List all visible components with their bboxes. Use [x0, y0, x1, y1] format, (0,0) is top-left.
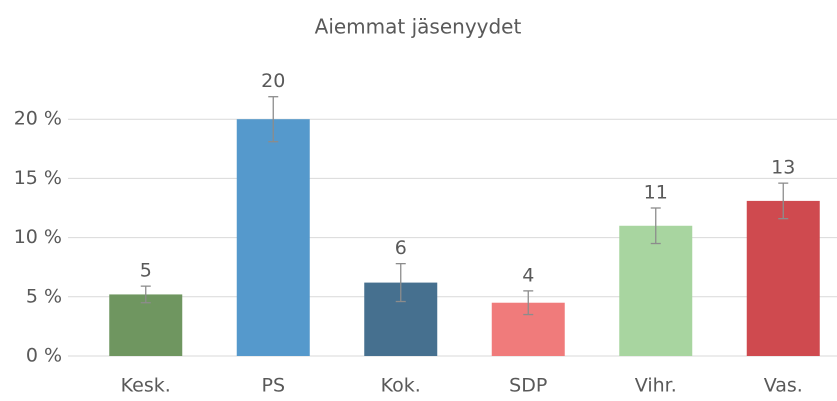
- data-label: 11: [644, 182, 668, 204]
- error-bar: [523, 290, 534, 316]
- bar: [746, 200, 820, 356]
- y-tick-label: 15 %: [14, 167, 62, 189]
- error-bar: [395, 262, 406, 303]
- y-tick-label: 10 %: [14, 226, 62, 248]
- x-tick-label: Kesk.: [121, 375, 171, 397]
- error-bar: [268, 96, 279, 143]
- bar: [236, 119, 310, 356]
- y-tick-label: 0 %: [26, 345, 62, 367]
- x-tick-label: SDP: [509, 375, 547, 397]
- error-bar: [778, 182, 789, 220]
- chart-title: Aiemmat jäsenyydet: [315, 15, 522, 39]
- error-bar: [140, 285, 151, 304]
- data-label: 5: [140, 260, 152, 282]
- x-tick-label: Vas.: [764, 375, 803, 397]
- data-label: 13: [771, 157, 795, 179]
- x-tick-label: Kok.: [381, 375, 421, 397]
- x-tick-label: PS: [261, 375, 285, 397]
- data-label: 6: [395, 237, 407, 259]
- x-tick-label: Vihr.: [635, 375, 677, 397]
- bar: [109, 294, 183, 356]
- error-bar: [650, 207, 661, 245]
- bar: [619, 225, 693, 356]
- y-tick-label: 20 %: [14, 108, 62, 130]
- data-label: 4: [522, 264, 534, 286]
- data-label: 20: [261, 70, 285, 92]
- y-tick-label: 5 %: [26, 285, 62, 307]
